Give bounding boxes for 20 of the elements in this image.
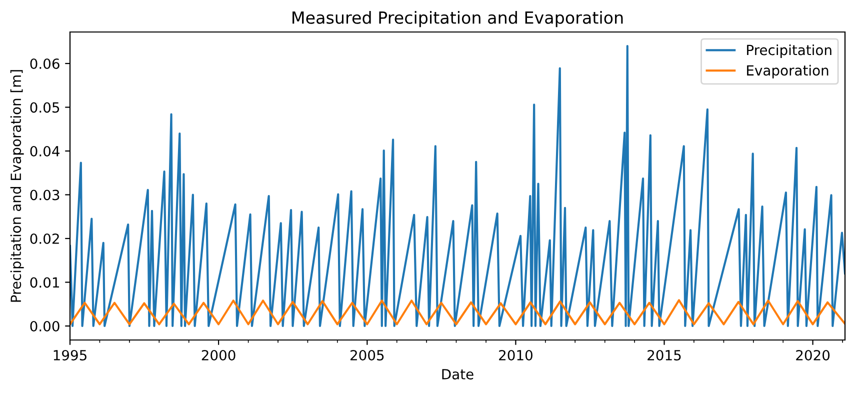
x-tick-label: 2010 <box>499 350 532 360</box>
x-tick-label: 1995 <box>54 350 86 360</box>
line-series <box>70 44 845 328</box>
y-tick-label: 0.04 <box>30 146 60 156</box>
chart-title: Measured Precipitation and Evaporation <box>292 11 623 28</box>
legend-label: Precipitation <box>747 44 832 58</box>
x-tick-label: 2005 <box>350 350 384 360</box>
y-tick-label: 0.00 <box>30 320 60 332</box>
line-series <box>70 299 845 326</box>
y-tick-label: 0.03 <box>30 190 60 200</box>
y-tick-label: 0.01 <box>30 277 59 288</box>
x-axis-title: Date <box>442 369 474 380</box>
legend-label: Evaporation <box>747 64 828 78</box>
y-tick-label: 0.06 <box>30 58 60 69</box>
y-tick-label: 0.02 <box>30 233 59 244</box>
y-tick-label: 0.05 <box>30 102 60 113</box>
x-tick-label: 2020 <box>796 350 830 360</box>
y-axis-title: Precipitation and Evaporation [m] <box>10 70 24 302</box>
x-tick-label: 2000 <box>202 350 236 360</box>
x-tick-label: 2015 <box>648 350 681 360</box>
